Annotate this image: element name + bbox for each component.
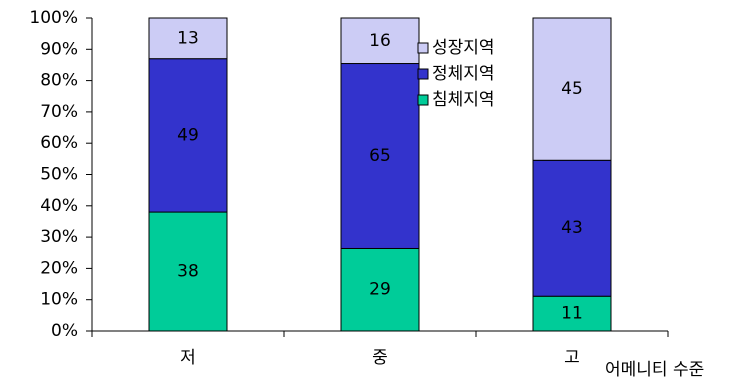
x-tick-label: 고 <box>564 348 580 368</box>
bar-segment <box>148 211 228 332</box>
legend-swatch <box>417 68 429 80</box>
value-label: 16 <box>369 31 391 51</box>
y-tick-label: 40% <box>40 196 78 216</box>
legend-label: 성장지역 <box>432 38 495 58</box>
value-label: 13 <box>177 28 199 48</box>
legend-label: 침체지역 <box>432 90 495 110</box>
bar-segment <box>340 17 420 65</box>
bar-segment <box>340 63 420 249</box>
y-tick-label: 10% <box>40 290 78 310</box>
value-label: 49 <box>177 125 199 145</box>
value-label: 38 <box>177 262 199 282</box>
value-label: 11 <box>561 304 583 324</box>
bar-segment <box>148 17 228 60</box>
x-axis-label: 어메니티 수준 <box>605 360 704 380</box>
y-tick-label: 30% <box>40 227 78 247</box>
x-tick-label: 중 <box>372 348 388 368</box>
legend-swatch <box>417 94 429 106</box>
y-tick-label: 60% <box>40 133 78 153</box>
bar-segment <box>340 247 420 332</box>
value-label: 45 <box>561 79 583 99</box>
bar-segment <box>532 17 612 161</box>
y-tick-label: 90% <box>40 39 78 59</box>
y-tick-label: 20% <box>40 258 78 278</box>
legend-swatch <box>417 42 429 54</box>
value-label: 29 <box>369 280 391 300</box>
value-label: 43 <box>561 218 583 238</box>
y-tick-label: 80% <box>40 71 78 91</box>
y-tick-label: 100% <box>29 8 78 28</box>
value-label: 65 <box>369 146 391 166</box>
y-tick-label: 0% <box>51 321 78 341</box>
legend-label: 정체지역 <box>432 64 495 84</box>
bar-segment <box>532 159 612 297</box>
y-tick-label: 50% <box>40 165 78 185</box>
y-tick-label: 70% <box>40 102 78 122</box>
x-tick-label: 저 <box>180 348 196 368</box>
bar-segment <box>148 58 228 213</box>
